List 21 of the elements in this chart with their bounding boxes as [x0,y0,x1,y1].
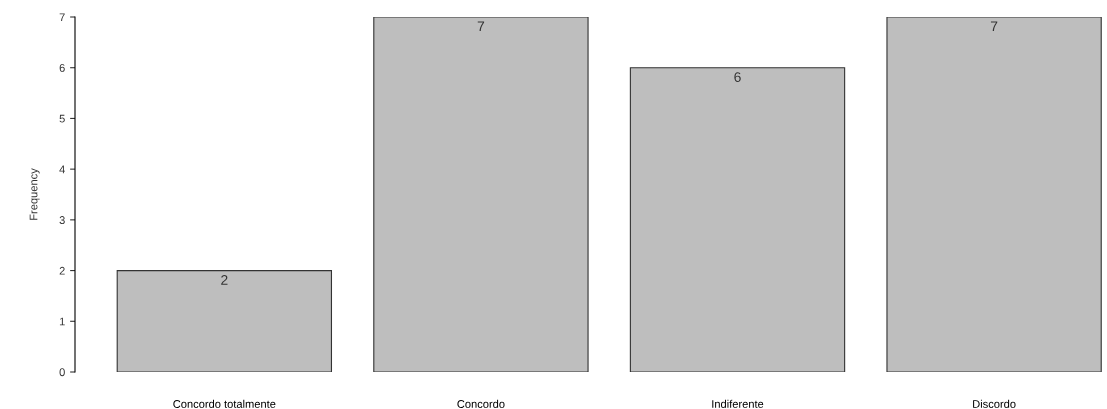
y-tick-label: 5 [59,114,65,123]
data-label: 7 [990,21,998,32]
bar [116,270,333,372]
x-tick-label: Discordo [973,399,1016,408]
bar [373,17,589,372]
data-label: 7 [477,21,485,32]
y-tick-label: 0 [59,368,65,377]
bar [629,67,846,372]
x-tick-label: Indiferente [712,399,764,408]
x-tick-label: Concordo totalmente [173,399,276,408]
y-tick-label: 3 [59,216,65,224]
y-tick-label: 2 [59,266,65,275]
y-tick-label: 6 [59,63,65,72]
y-tick-label: 1 [59,317,65,326]
data-label: 2 [221,275,228,285]
y-tick-label: 4 [59,165,65,174]
y-tick-label: 7 [59,13,65,22]
x-tick-label: Concordo [457,399,505,408]
bar [886,17,1102,372]
data-label: 6 [734,72,741,82]
y-axis-title: Frequency [29,168,40,220]
